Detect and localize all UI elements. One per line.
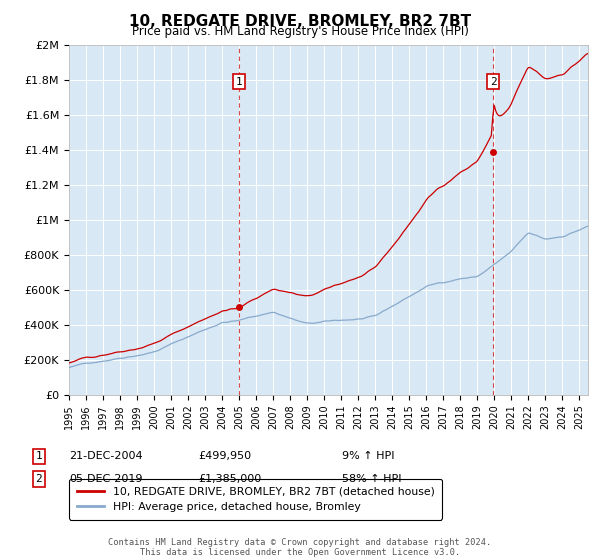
Text: 10, REDGATE DRIVE, BROMLEY, BR2 7BT: 10, REDGATE DRIVE, BROMLEY, BR2 7BT [129, 14, 471, 29]
Text: £1,385,000: £1,385,000 [198, 474, 261, 484]
Text: Contains HM Land Registry data © Crown copyright and database right 2024.
This d: Contains HM Land Registry data © Crown c… [109, 538, 491, 557]
Text: 2: 2 [35, 474, 43, 484]
Text: 58% ↑ HPI: 58% ↑ HPI [342, 474, 401, 484]
Text: 1: 1 [35, 451, 43, 461]
Legend: 10, REDGATE DRIVE, BROMLEY, BR2 7BT (detached house), HPI: Average price, detach: 10, REDGATE DRIVE, BROMLEY, BR2 7BT (det… [69, 479, 442, 520]
Text: 9% ↑ HPI: 9% ↑ HPI [342, 451, 395, 461]
Text: 2: 2 [490, 77, 496, 87]
Text: £499,950: £499,950 [198, 451, 251, 461]
Text: Price paid vs. HM Land Registry's House Price Index (HPI): Price paid vs. HM Land Registry's House … [131, 25, 469, 38]
Text: 21-DEC-2004: 21-DEC-2004 [69, 451, 143, 461]
Text: 05-DEC-2019: 05-DEC-2019 [69, 474, 143, 484]
Text: 1: 1 [235, 77, 242, 87]
